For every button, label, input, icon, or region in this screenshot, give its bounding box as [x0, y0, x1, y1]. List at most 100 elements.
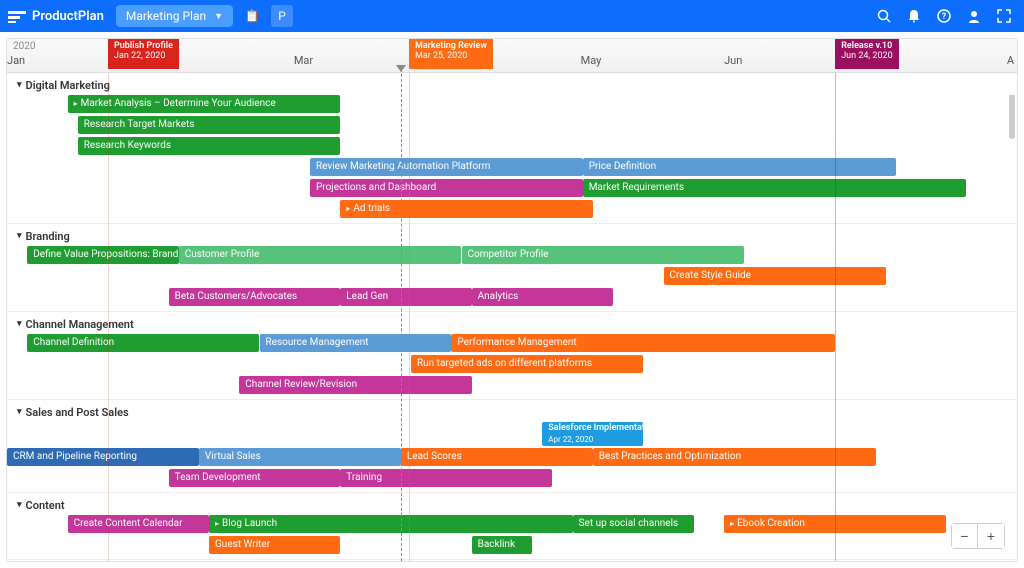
lane-title: Channel Management	[26, 318, 134, 331]
bar-label: CRM and Pipeline Reporting	[13, 451, 137, 462]
roadmap-bar[interactable]: Virtual Sales	[199, 448, 401, 466]
roadmap-bar[interactable]: Market Requirements	[583, 179, 967, 197]
month-label: May	[581, 54, 602, 67]
bar-label: Channel Review/Revision	[245, 379, 357, 390]
roadmap-bar[interactable]: Customer Profile	[179, 246, 462, 264]
fullscreen-icon[interactable]	[992, 4, 1016, 28]
chevron-down-icon: ▾	[17, 407, 22, 417]
zoom-out-button[interactable]: −	[952, 524, 978, 548]
help-icon[interactable]: ?	[932, 4, 956, 28]
topbar: ProductPlan Marketing Plan ▼ 📋 P ?	[0, 0, 1024, 32]
user-icon[interactable]	[962, 4, 986, 28]
logo-icon	[8, 9, 26, 23]
bar-label: Best Practices and Optimization	[599, 451, 741, 462]
bar-label: Competitor Profile	[468, 249, 549, 260]
bell-icon[interactable]	[902, 4, 926, 28]
today-triangle-icon[interactable]	[396, 65, 406, 72]
roadmap-bar[interactable]: Price Definition	[583, 158, 896, 176]
lane-header[interactable]: ▾ Sales and Post Sales	[7, 402, 1017, 422]
roadmap-bar[interactable]: Competitor Profile	[462, 246, 745, 264]
roadmap-bar[interactable]: Backlink	[472, 536, 533, 554]
parking-icon[interactable]: P	[271, 5, 293, 27]
milestone-line	[409, 73, 410, 561]
milestone-flag[interactable]: Publish ProfileJan 22, 2020	[108, 39, 179, 69]
milestone-line	[108, 73, 109, 561]
roadmap-bar[interactable]: Set up social channels	[573, 515, 694, 533]
lane-header[interactable]: ▾Branding	[7, 226, 1017, 246]
roadmap-bar[interactable]: Create Style Guide	[664, 267, 886, 285]
roadmap-bar[interactable]: Lead Gen	[340, 288, 471, 306]
milestone-line	[835, 73, 836, 561]
roadmap-bar[interactable]: Channel Definition	[27, 334, 259, 352]
bar-label: Lead Scores	[407, 451, 462, 462]
lane-title: Sales and Post Sales	[26, 406, 129, 419]
lane-title: Content	[26, 499, 65, 512]
roadmap-bar[interactable]: Training	[340, 469, 552, 487]
roadmap-bar[interactable]: Beta Customers/Advocates	[169, 288, 341, 306]
roadmap-bar[interactable]: Guest Writer	[209, 536, 340, 554]
bar-label: Analytics	[478, 291, 519, 302]
milestone-flag[interactable]: Marketing ReviewMar 25, 2020	[409, 39, 493, 69]
milestone-flag[interactable]: Release v.10Jun 24, 2020	[835, 39, 898, 69]
roadmap-bar[interactable]: Run targeted ads on different platforms	[411, 355, 643, 373]
roadmap-bar[interactable]: Review Marketing Automation Platform	[310, 158, 583, 176]
bar-label: Define Value Propositions: Brand, …	[33, 249, 179, 260]
roadmap-bar[interactable]: Projections and Dashboard	[310, 179, 583, 197]
timeline: 2020 JanFebMarAprMayJunJulA Publish Prof…	[6, 38, 1018, 562]
chevron-icon: ▸	[215, 519, 219, 528]
roadmap-bar[interactable]: CRM and Pipeline Reporting	[7, 448, 199, 466]
chevron-down-icon: ▾	[17, 80, 22, 90]
today-marker	[401, 69, 402, 561]
logo[interactable]: ProductPlan	[8, 9, 104, 24]
bar-label: Channel Definition	[33, 337, 114, 348]
search-icon[interactable]	[872, 4, 896, 28]
bar-label: Performance Management	[457, 337, 576, 348]
bar-label: Virtual Sales	[205, 451, 261, 462]
roadmap-bar[interactable]: Research Keywords	[78, 137, 341, 155]
roadmap-bar[interactable]: Team Development	[169, 469, 341, 487]
lane-header[interactable]: ▾Digital Marketing	[7, 75, 1017, 95]
month-label: Jun	[724, 54, 742, 67]
zoom-in-button[interactable]: +	[978, 524, 1004, 548]
bar-label: Resource Management	[266, 337, 369, 348]
lane: ▾ Channel Management Channel Definition Res…	[7, 312, 1017, 400]
roadmap-bar[interactable]: Define Value Propositions: Brand, …	[27, 246, 179, 264]
chevron-icon: ▸	[730, 519, 734, 528]
roadmap-bar[interactable]: Performance Management	[451, 334, 835, 352]
chevron-down-icon: ▾	[17, 231, 22, 241]
roadmap-bar[interactable]: Best Practices and Optimization	[593, 448, 876, 466]
topbar-right: ?	[872, 4, 1016, 28]
lane-header[interactable]: ▾ Channel Management	[7, 314, 1017, 334]
lane: ▾Digital Marketing ▸ Market Analysis – Det…	[7, 73, 1017, 224]
lane: ▾Branding Define Value Propositions: Bran…	[7, 224, 1017, 312]
clipboard-icon[interactable]: 📋	[241, 5, 263, 27]
bar-label: Price Definition	[589, 161, 656, 172]
chevron-down-icon: ▾	[17, 319, 22, 329]
bar-label: Customer Profile	[185, 249, 260, 260]
roadmap-bar[interactable]: Analytics	[472, 288, 613, 306]
bar-label: Create Content Calendar	[74, 518, 183, 529]
bar-label: Ad trials	[353, 203, 390, 214]
bar-label: Market Analysis – Determine Your Audienc…	[81, 98, 276, 109]
timeline-body: ▾Digital Marketing ▸ Market Analysis – Det…	[7, 73, 1017, 561]
plan-dropdown[interactable]: Marketing Plan ▼	[116, 5, 233, 27]
roadmap-bar[interactable]: ▸Ad trials	[340, 200, 593, 218]
lane-header[interactable]: ▾ Content	[7, 495, 1017, 515]
bar-label: Review Marketing Automation Platform	[316, 161, 490, 172]
roadmap-bar[interactable]: Research Target Markets	[78, 116, 341, 134]
caret-down-icon: ▼	[214, 11, 223, 22]
roadmap-bar[interactable]: Lead Scores	[401, 448, 593, 466]
roadmap-bar[interactable]: Salesforce ImplementationApr 22, 2020	[542, 422, 643, 446]
bar-label: Create Style Guide	[670, 270, 751, 281]
roadmap-bar[interactable]: Create Content Calendar	[68, 515, 209, 533]
year-label: 2020	[13, 41, 35, 52]
bar-label: Blog Launch	[222, 518, 277, 529]
roadmap-bar[interactable]: Channel Review/Revision	[239, 376, 471, 394]
roadmap-bar[interactable]: ▸Blog Launch	[209, 515, 573, 533]
bar-label: Run targeted ads on different platforms	[417, 358, 592, 369]
chevron-down-icon: ▾	[17, 500, 22, 510]
roadmap-bar[interactable]: Resource Management	[260, 334, 452, 352]
chevron-icon: ▸	[346, 204, 350, 213]
bar-label: Projections and Dashboard	[316, 182, 436, 193]
month-label: Mar	[294, 54, 313, 67]
